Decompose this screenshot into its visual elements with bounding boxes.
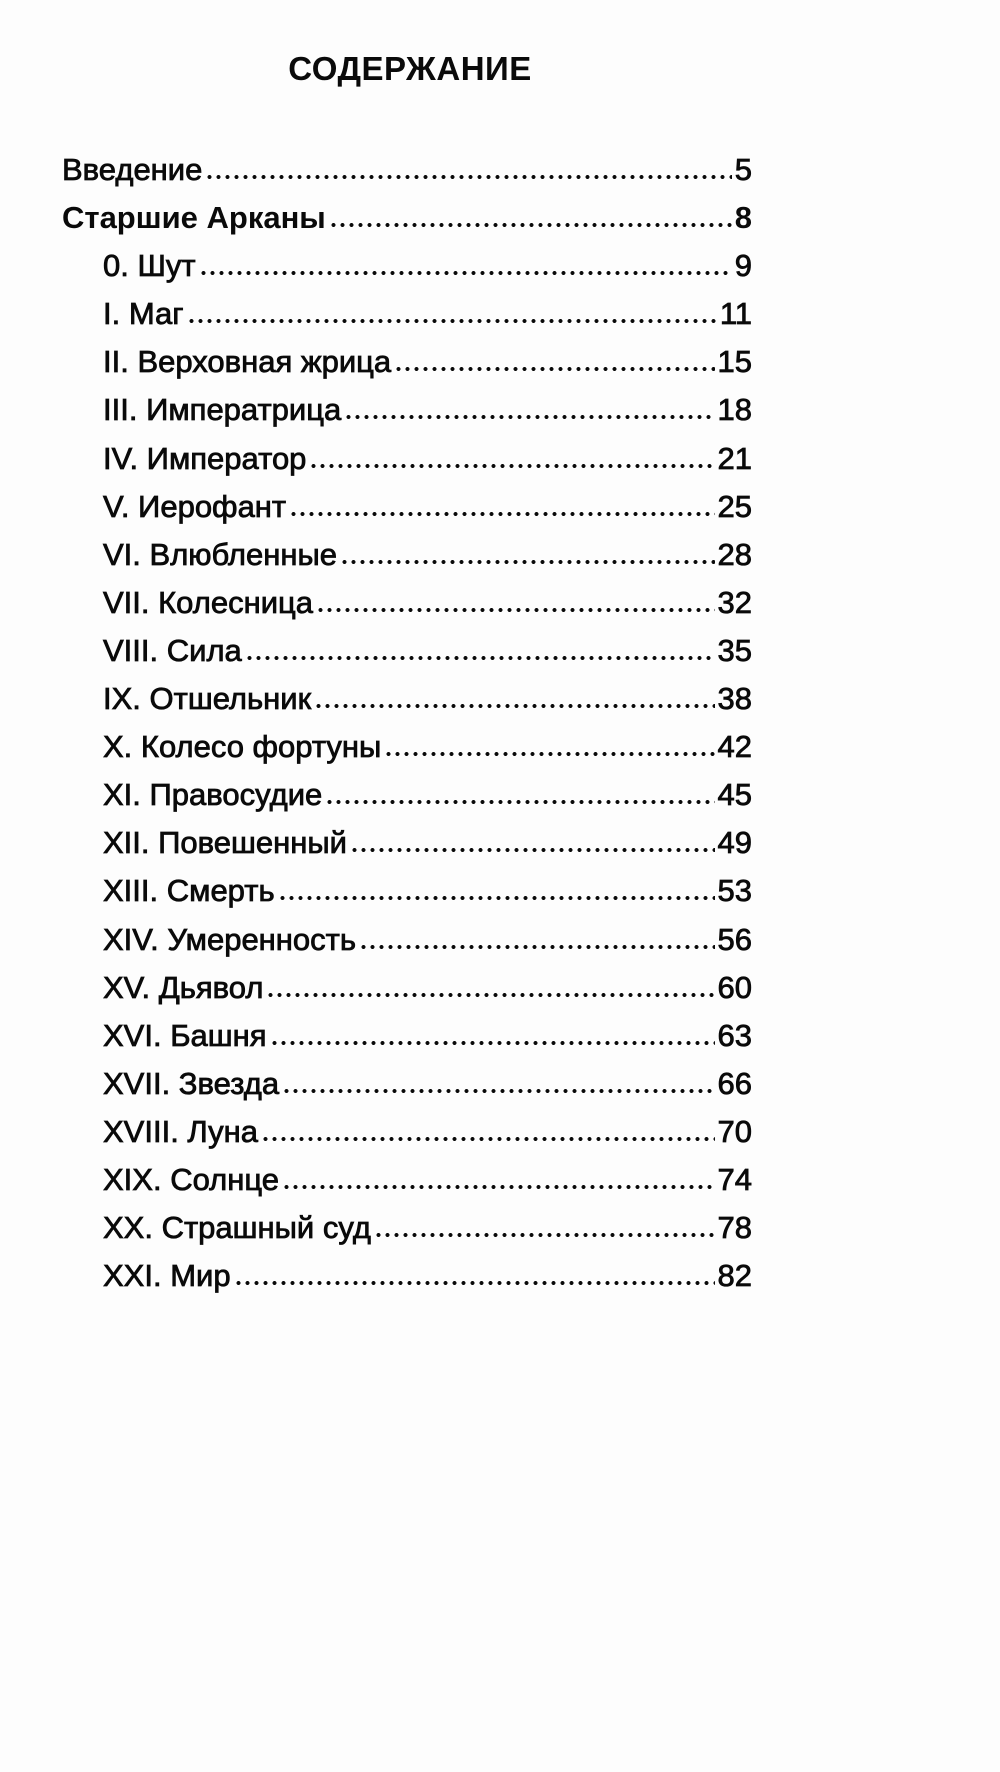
toc-entry: XXI. Мир 82 xyxy=(62,1258,753,1306)
toc-entry-title: XIV. Умеренность xyxy=(103,921,357,957)
toc-entry-page: 60 xyxy=(717,969,752,1005)
toc-entry-title: X. Колесо фортуны xyxy=(103,729,382,765)
toc-entry-title: V. Иерофант xyxy=(103,488,287,524)
toc-entry: Введение 5 xyxy=(62,152,753,200)
toc-entry-title: Введение xyxy=(62,152,203,188)
toc-entry-page: 42 xyxy=(717,729,752,765)
toc-entry: XX. Страшный суд 78 xyxy=(62,1210,753,1258)
dot-leader xyxy=(282,1183,715,1190)
toc-entry-title: II. Верховная жрица xyxy=(103,344,392,380)
toc-entry-title: XIX. Солнце xyxy=(103,1161,280,1198)
toc-entry-title: XVII. Звезда xyxy=(103,1065,280,1101)
table-of-contents: Введение 5 Старшие Арканы 8 0. Шут 9 I. Маг 11 I… xyxy=(62,152,753,1306)
toc-entry-page: 82 xyxy=(717,1258,752,1294)
toc-entry: XIV. Умеренность 56 xyxy=(62,921,753,970)
toc-entry-page: 63 xyxy=(717,1017,752,1053)
toc-entry: XVII. Звезда 66 xyxy=(62,1065,753,1114)
dot-leader xyxy=(269,1039,715,1046)
toc-entry: I. Маг 11 xyxy=(62,296,753,344)
dot-leader xyxy=(198,270,732,277)
toc-entry-title: 0. Шут xyxy=(103,248,196,284)
dot-leader xyxy=(277,895,715,902)
dot-leader xyxy=(344,414,715,421)
toc-entry-page: 25 xyxy=(717,488,752,524)
dot-leader xyxy=(384,751,715,758)
toc-entry-page: 38 xyxy=(717,681,752,717)
dot-leader xyxy=(282,1087,715,1094)
dot-leader xyxy=(186,318,717,325)
page-title: СОДЕРЖАНИЕ xyxy=(288,50,532,87)
toc-entry-page: 35 xyxy=(717,632,752,669)
dot-leader xyxy=(359,943,715,950)
toc-entry-page: 18 xyxy=(717,392,752,428)
dot-leader xyxy=(328,222,732,229)
toc-entry-page: 11 xyxy=(719,296,752,332)
toc-entry-page: 78 xyxy=(717,1210,752,1246)
toc-entry-page: 5 xyxy=(734,152,752,188)
toc-entry-page: 15 xyxy=(717,344,752,380)
dot-leader xyxy=(233,1280,715,1287)
dot-leader xyxy=(349,847,715,854)
toc-entry-page: 74 xyxy=(717,1161,752,1198)
dot-leader xyxy=(260,1135,715,1142)
toc-entry: 0. Шут 9 xyxy=(62,248,753,296)
toc-entry-title: VI. Влюбленные xyxy=(103,536,338,572)
toc-entry-title: XI. Правосудие xyxy=(103,777,323,813)
dot-leader xyxy=(309,462,715,469)
toc-entry-page: 9 xyxy=(734,248,752,284)
dot-leader xyxy=(266,991,715,998)
toc-entry-title: VII. Колесница xyxy=(103,584,314,620)
toc-entry-title: XVIII. Луна xyxy=(103,1113,259,1149)
toc-entry-page: 70 xyxy=(717,1113,752,1149)
dot-leader xyxy=(316,606,715,613)
toc-entry-page: 66 xyxy=(717,1065,752,1101)
toc-entry-title: VIII. Сила xyxy=(103,632,243,669)
toc-entry: IX. Отшельник 38 xyxy=(62,681,753,729)
toc-entry-title: IX. Отшельник xyxy=(103,681,312,717)
toc-entry: XIX. Солнце 74 xyxy=(62,1161,753,1210)
dot-leader xyxy=(325,799,715,806)
toc-entry-title: XX. Страшный суд xyxy=(103,1210,372,1246)
toc-entry-title: IV. Император xyxy=(103,440,307,476)
toc-entry: III. Императрица 18 xyxy=(62,392,753,440)
toc-entry: Старшие Арканы 8 xyxy=(62,200,752,248)
toc-entry: XV. Дьявол 60 xyxy=(62,969,753,1018)
dot-leader xyxy=(394,366,715,373)
toc-entry: IV. Император 21 xyxy=(62,440,753,489)
toc-entry: VII. Колесница 32 xyxy=(62,584,753,633)
toc-entry-title: XVI. Башня xyxy=(103,1017,267,1053)
toc-entry: II. Верховная жрица 15 xyxy=(62,344,753,392)
toc-entry-title: XXI. Мир xyxy=(103,1258,231,1294)
toc-entry-page: 28 xyxy=(717,536,752,572)
toc-entry-page: 49 xyxy=(717,825,752,861)
toc-entry-title: III. Императрица xyxy=(103,392,342,428)
toc-entry: VIII. Сила 35 xyxy=(62,632,753,681)
toc-entry: XII. Повешенный 49 xyxy=(62,825,753,873)
toc-entry-title: XV. Дьявол xyxy=(103,969,264,1005)
toc-entry: XVI. Башня 63 xyxy=(62,1017,753,1066)
dot-leader xyxy=(205,174,732,180)
dot-leader xyxy=(314,703,715,710)
toc-entry-page: 32 xyxy=(717,584,752,620)
toc-entry: X. Колесо фортуны 42 xyxy=(62,729,753,777)
toc-entry-title: Старшие Арканы xyxy=(62,200,326,236)
dot-leader xyxy=(289,510,715,517)
dot-leader xyxy=(373,1232,715,1239)
toc-entry-page: 56 xyxy=(717,921,752,957)
toc-entry-title: I. Маг xyxy=(103,296,184,332)
toc-entry: VI. Влюбленные 28 xyxy=(62,536,753,585)
dot-leader xyxy=(339,558,715,565)
toc-entry: XI. Правосудие 45 xyxy=(62,777,753,825)
toc-entry-page: 21 xyxy=(717,440,752,476)
toc-entry: V. Иерофант 25 xyxy=(62,488,753,537)
toc-entry-title: XIII. Смерть xyxy=(103,873,275,909)
toc-entry: XVIII. Луна 70 xyxy=(62,1113,753,1162)
dot-leader xyxy=(244,654,715,661)
toc-entry-page: 53 xyxy=(717,873,752,909)
toc-entry-page: 8 xyxy=(734,200,752,236)
toc-entry: XIII. Смерть 53 xyxy=(62,873,753,921)
toc-entry-page: 45 xyxy=(717,777,752,813)
toc-entry-title: XII. Повешенный xyxy=(103,825,348,861)
